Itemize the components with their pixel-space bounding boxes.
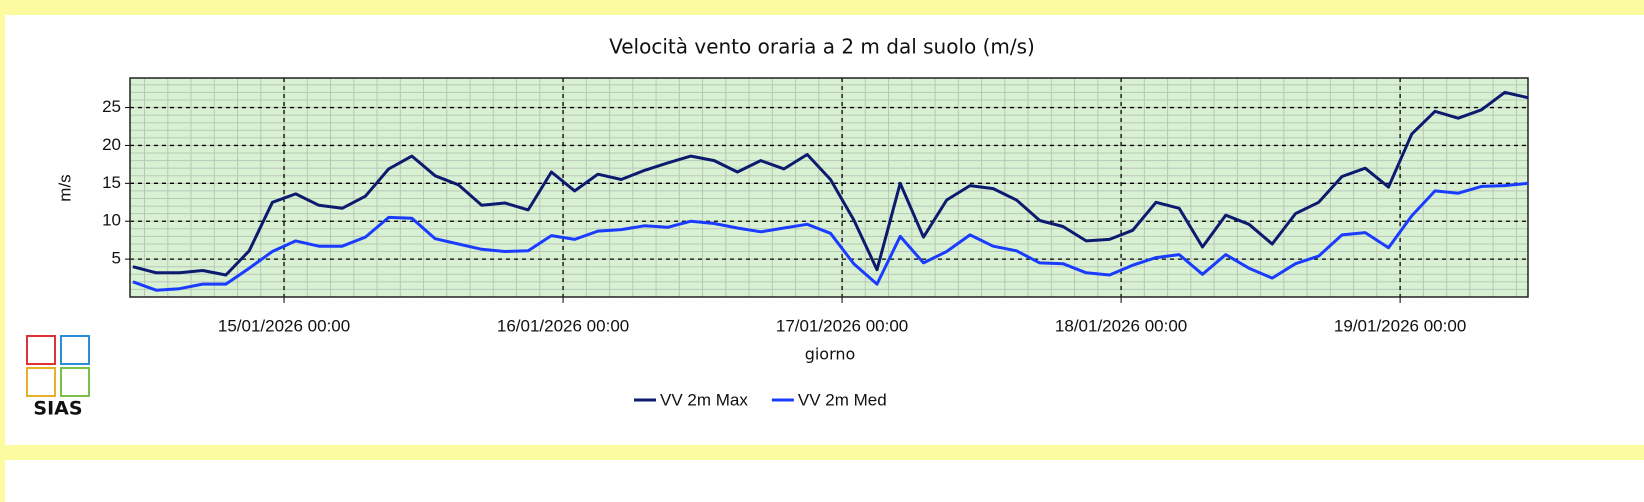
chart-title: Velocità vento oraria a 2 m dal suolo (m… <box>609 35 1035 59</box>
logo-square <box>26 335 56 365</box>
logo-square <box>60 367 90 397</box>
y-axis-label: m/s <box>55 174 74 201</box>
y-tick-label: 10 <box>102 211 121 230</box>
minor-grid <box>130 78 1528 298</box>
legend-label: VV 2m Max <box>660 390 748 409</box>
x-tick-label: 17/01/2026 00:00 <box>776 316 908 335</box>
x-axis-label: giorno <box>805 345 856 364</box>
y-tick-label: 20 <box>102 135 121 154</box>
logo-text: SIAS <box>33 398 82 420</box>
x-tick-label: 15/01/2026 00:00 <box>218 316 350 335</box>
y-tick-label: 25 <box>102 97 121 116</box>
logo: SIAS <box>26 335 90 420</box>
data-line <box>132 181 1529 292</box>
x-tick-label: 18/01/2026 00:00 <box>1055 316 1187 335</box>
lower-panel <box>5 460 1644 502</box>
y-tick-label: 15 <box>102 173 121 192</box>
legend-label: VV 2m Med <box>798 390 887 409</box>
logo-square <box>26 367 56 397</box>
data-line <box>132 90 1529 277</box>
y-tick-label: 5 <box>112 249 121 268</box>
logo-square <box>60 335 90 365</box>
plot-background <box>130 78 1528 297</box>
x-tick-label: 19/01/2026 00:00 <box>1334 316 1466 335</box>
plot-border <box>129 77 1529 298</box>
legend: VV 2m Max VV 2m Med <box>634 390 887 409</box>
x-tick-label: 16/01/2026 00:00 <box>497 316 629 335</box>
